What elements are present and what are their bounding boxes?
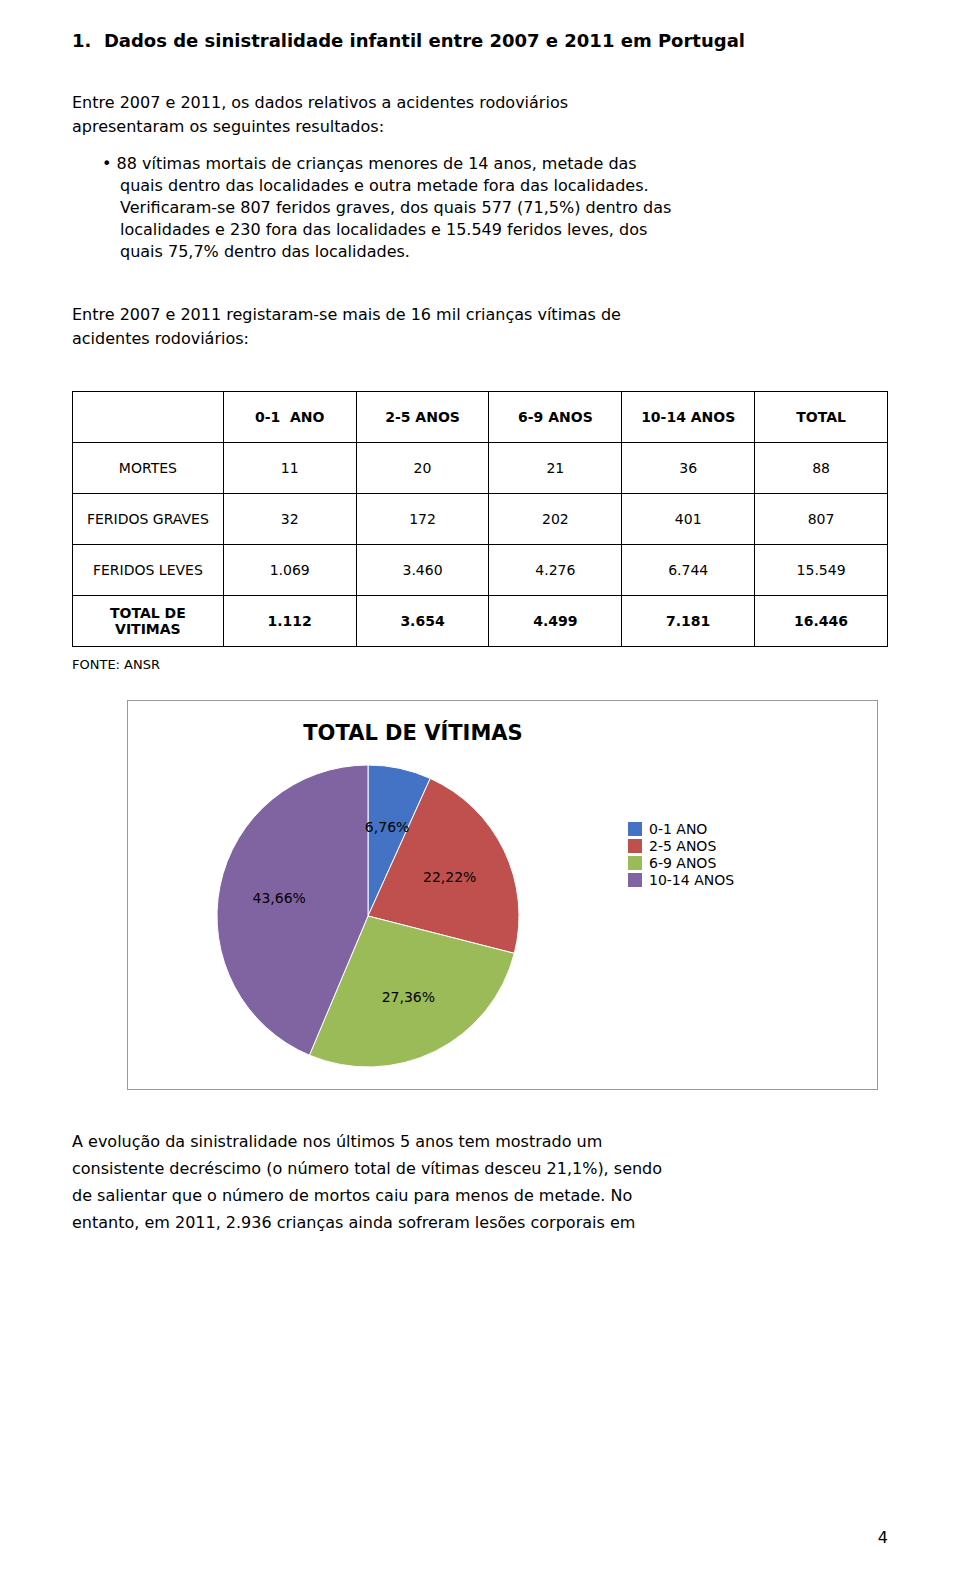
- html-text:1.112: 1.112: [267, 613, 312, 629]
- html-text:20: 20: [413, 460, 432, 476]
- html-text:Entre 2007 e 2011, os dados re: Entre 2007 e 2011, os dados relativos a …: [72, 93, 568, 112]
- svg-text:22,22%: 22,22%: [423, 869, 476, 885]
- html-text:TOTAL DE VITIMAS: TOTAL DE VITIMAS: [110, 605, 186, 637]
- html-text:0-1 ANO: 0-1 ANO: [649, 821, 708, 837]
- html-text:Entre 2007 e 2011 registaram-s: Entre 2007 e 2011 registaram-se mais de …: [72, 305, 621, 324]
- html-text:807: 807: [807, 511, 835, 527]
- html-text:A evolução da sinistralidade n: A evolução da sinistralidade nos últimos…: [72, 1132, 603, 1151]
- html-text:FERIDOS GRAVES: FERIDOS GRAVES: [86, 511, 209, 527]
- html-text:apresentaram os seguintes resu: apresentaram os seguintes resultados:: [72, 117, 384, 136]
- html-text:quais dentro das localidades e: quais dentro das localidades e outra met…: [120, 176, 649, 195]
- html-text:10-14 ANOS: 10-14 ANOS: [649, 872, 735, 888]
- html-text:1. Dados de sinistralidade inf: 1. Dados de sinistralidade infantil entr…: [72, 30, 745, 51]
- html-text:88: 88: [812, 460, 830, 476]
- html-text:4: 4: [877, 1528, 888, 1547]
- svg-text:27,36%: 27,36%: [382, 989, 435, 1005]
- html-text:4.276: 4.276: [535, 562, 576, 578]
- html-text:acidentes rodoviários:: acidentes rodoviários:: [72, 329, 249, 348]
- html-text:de salientar que o número de m: de salientar que o número de mortos caiu…: [72, 1186, 633, 1205]
- html-text:401: 401: [674, 511, 702, 527]
- svg-text:6,76%: 6,76%: [365, 819, 409, 835]
- html-text:localidades e 230 fora das loc: localidades e 230 fora das localidades e…: [120, 220, 648, 239]
- html-text:FONTE: ANSR: FONTE: ANSR: [72, 657, 160, 672]
- html-text:15.549: 15.549: [796, 562, 846, 578]
- html-text:6-9 ANOS: 6-9 ANOS: [518, 409, 593, 425]
- html-text:11: 11: [280, 460, 299, 476]
- html-text:36: 36: [679, 460, 698, 476]
- html-text:1.069: 1.069: [269, 562, 310, 578]
- html-text:TOTAL: TOTAL: [796, 409, 846, 425]
- html-text:consistente decréscimo (o núme: consistente decréscimo (o número total d…: [72, 1159, 663, 1178]
- html-text:entanto, em 2011, 2.936 crianç: entanto, em 2011, 2.936 crianças ainda s…: [72, 1213, 636, 1232]
- html-text:2-5 ANOS: 2-5 ANOS: [385, 409, 460, 425]
- html-text:0-1 ANO: 0-1 ANO: [254, 409, 325, 425]
- html-text:7.181: 7.181: [666, 613, 711, 629]
- html-text:202: 202: [542, 511, 569, 527]
- html-text:16.446: 16.446: [794, 613, 849, 629]
- html-text:6.744: 6.744: [668, 562, 709, 578]
- html-text:32: 32: [280, 511, 299, 527]
- html-text:MORTES: MORTES: [118, 460, 177, 476]
- svg-text:43,66%: 43,66%: [252, 890, 305, 906]
- html-text:TOTAL DE VÍTIMAS: TOTAL DE VÍTIMAS: [303, 721, 523, 745]
- html-text:2-5 ANOS: 2-5 ANOS: [649, 838, 717, 854]
- html-text:Verificaram-se 807 feridos gra: Verificaram-se 807 feridos graves, dos q…: [120, 198, 672, 217]
- html-text:FERIDOS LEVES: FERIDOS LEVES: [93, 562, 203, 578]
- html-text:6-9 ANOS: 6-9 ANOS: [649, 855, 717, 871]
- html-text:21: 21: [546, 460, 565, 476]
- html-text:4.499: 4.499: [533, 613, 578, 629]
- html-text:3.460: 3.460: [402, 562, 443, 578]
- html-text:3.654: 3.654: [400, 613, 445, 629]
- html-text:172: 172: [409, 511, 436, 527]
- html-text:10-14 ANOS: 10-14 ANOS: [641, 409, 736, 425]
- html-text:• 88 vítimas mortais de crianç: • 88 vítimas mortais de crianças menores…: [102, 154, 637, 173]
- html-text:quais 75,7% dentro das localid: quais 75,7% dentro das localidades.: [120, 242, 410, 261]
